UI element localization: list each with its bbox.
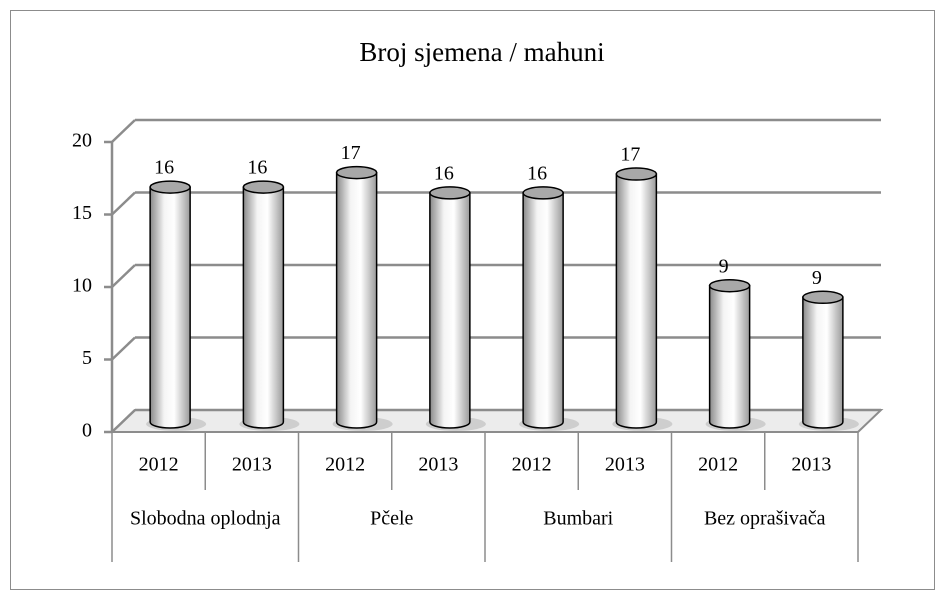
x-tick-label: 2012 — [325, 454, 365, 476]
x-tick-label: 2013 — [791, 454, 831, 476]
grid-line — [111, 409, 136, 433]
bar-top — [242, 180, 285, 194]
bar-top — [429, 186, 471, 200]
bar — [146, 180, 207, 431]
bar-top — [615, 167, 658, 181]
bar-body — [522, 192, 564, 429]
x-tick-label: 2012 — [698, 454, 738, 476]
group-label: Bumbari — [543, 508, 613, 530]
bar — [798, 290, 859, 431]
bar-body — [802, 296, 844, 429]
chart-title: Broj sjemena / mahuni — [359, 37, 604, 67]
data-label: 17 — [620, 144, 640, 166]
data-label: 17 — [341, 142, 361, 164]
bar-top — [708, 278, 751, 293]
y-tick-label: 15 — [72, 202, 92, 224]
floor — [109, 409, 884, 433]
data-label: 9 — [719, 255, 729, 277]
grid-line — [111, 119, 136, 143]
grid-line — [111, 336, 136, 361]
group-label: Slobodna oplodnja — [130, 508, 281, 530]
bar — [519, 186, 580, 431]
bar-body — [429, 192, 471, 429]
data-label: 9 — [812, 267, 822, 289]
x-tick-label: 2012 — [512, 454, 552, 476]
bar-top — [802, 290, 844, 305]
data-label: 16 — [434, 162, 454, 184]
bar-body — [149, 186, 191, 429]
x-tick-label: 2013 — [418, 454, 458, 476]
group-label: Bez oprašivača — [704, 508, 826, 530]
y-tick-label: 10 — [72, 275, 92, 297]
grid-line — [111, 191, 136, 216]
chart-border — [10, 10, 935, 590]
bar-top — [335, 165, 378, 180]
bar-top — [149, 180, 191, 194]
bar-top — [522, 186, 564, 200]
group-label: Pčele — [370, 508, 413, 530]
x-tick-label: 2013 — [232, 454, 272, 476]
bar-body — [242, 186, 285, 429]
y-tick-label: 5 — [82, 347, 92, 369]
data-label: 16 — [154, 157, 174, 179]
data-label: 16 — [247, 157, 267, 179]
bar-body — [708, 284, 751, 429]
y-tick-label: 0 — [82, 420, 92, 442]
grid-line — [111, 264, 136, 288]
data-label: 16 — [527, 162, 547, 184]
bar — [425, 186, 486, 431]
y-tick-label: 20 — [72, 130, 92, 152]
bar — [705, 278, 766, 431]
bar-body — [615, 173, 658, 429]
bar — [332, 165, 393, 431]
bar-body — [335, 171, 378, 429]
bar — [239, 180, 300, 431]
x-tick-label: 2012 — [139, 454, 179, 476]
bar — [612, 167, 673, 431]
x-tick-label: 2013 — [605, 454, 645, 476]
